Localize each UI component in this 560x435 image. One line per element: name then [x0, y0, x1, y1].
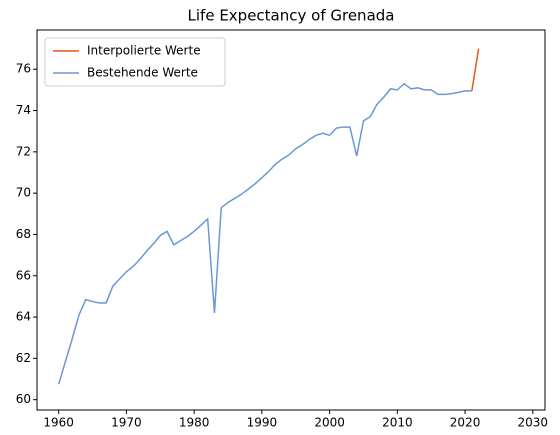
y-tick-label: 76	[16, 62, 31, 76]
plot-frame	[36, 29, 546, 411]
x-tick-label: 1990	[247, 416, 278, 430]
y-tick-label: 70	[16, 186, 31, 200]
x-tick-label: 2030	[518, 416, 549, 430]
x-tick-label: 1960	[43, 416, 74, 430]
y-tick-label: 64	[16, 310, 31, 324]
x-tick-label: 1980	[179, 416, 210, 430]
legend-box	[44, 37, 226, 87]
y-tick-label: 74	[16, 103, 31, 117]
legend: Interpolierte Werte Bestehende Werte	[44, 37, 226, 87]
y-tick-label: 62	[16, 351, 31, 365]
series-line	[471, 48, 480, 92]
y-tick-label: 60	[16, 392, 31, 406]
x-tick-label: 2020	[450, 416, 481, 430]
y-tick-label: 66	[16, 268, 31, 282]
legend-label: Interpolierte Werte	[87, 44, 201, 58]
y-tick-label: 72	[16, 144, 31, 158]
x-tick-label: 1970	[111, 416, 142, 430]
legend-label: Bestehende Werte	[87, 66, 198, 80]
x-tick-label: 2000	[314, 416, 345, 430]
series-line	[57, 82, 472, 385]
x-tick-label: 2010	[382, 416, 413, 430]
y-tick-label: 68	[16, 227, 31, 241]
chart-title: Life Expectancy of Grenada	[188, 7, 395, 25]
